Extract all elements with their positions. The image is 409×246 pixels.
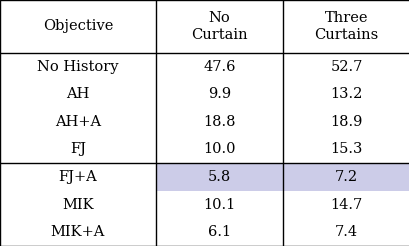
Text: 15.3: 15.3 [330,142,362,156]
Text: Three
Curtains: Three Curtains [314,11,378,42]
Bar [282,163,409,191]
Text: FJ+A: FJ+A [58,170,97,184]
Text: 6.1: 6.1 [207,225,230,239]
Text: MIK: MIK [62,198,94,212]
Text: 7.2: 7.2 [334,170,357,184]
Text: 52.7: 52.7 [330,60,362,74]
Text: 5.8: 5.8 [207,170,230,184]
Text: No
Curtain: No Curtain [191,11,247,42]
Text: No History: No History [37,60,118,74]
Text: 9.9: 9.9 [207,87,230,101]
Text: Objective: Objective [43,19,113,33]
Text: 13.2: 13.2 [330,87,362,101]
Text: 18.8: 18.8 [202,115,235,129]
Text: 10.1: 10.1 [203,198,235,212]
Text: AH: AH [66,87,90,101]
Text: 47.6: 47.6 [202,60,235,74]
Text: FJ: FJ [70,142,86,156]
Text: 10.0: 10.0 [202,142,235,156]
Text: AH+A: AH+A [55,115,101,129]
Text: MIK+A: MIK+A [51,225,105,239]
Text: 7.4: 7.4 [334,225,357,239]
Bar [155,163,282,191]
Text: 18.9: 18.9 [330,115,362,129]
Text: 14.7: 14.7 [330,198,362,212]
